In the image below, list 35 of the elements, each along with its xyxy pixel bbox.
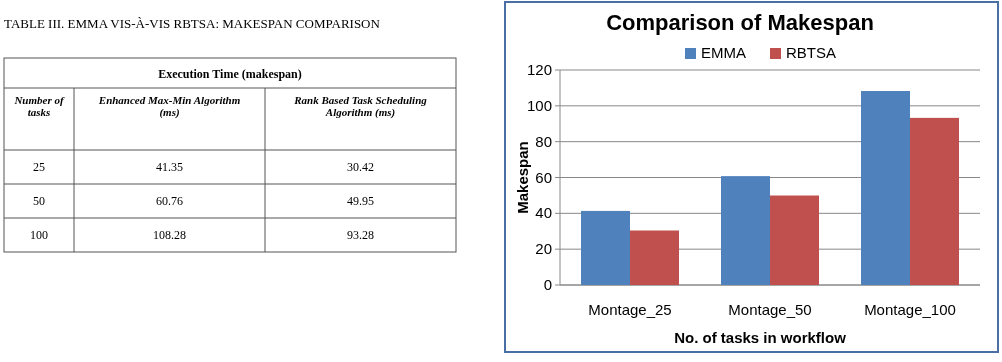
text: Execution Time (makespan) — [158, 67, 302, 81]
text: 49.95 — [347, 194, 374, 208]
text: 100 — [30, 228, 48, 242]
text: 108.28 — [153, 228, 186, 242]
text: 25 — [33, 160, 45, 174]
text: TABLE III. EMMA VIS-À-VIS RBTSA: MAKESPAN COMPARISON — [4, 16, 381, 31]
text: 30.42 — [347, 160, 374, 174]
bar — [861, 91, 910, 285]
chart-title: Comparison of Makespan — [606, 10, 874, 35]
y-tick-label: 100 — [526, 96, 552, 114]
bar — [581, 210, 630, 285]
bar — [910, 117, 959, 285]
bar — [630, 230, 679, 285]
bar — [770, 195, 819, 285]
category-label: Rank Based Task Scheduling Algorithm (ms) — [293, 94, 428, 119]
y-axis-title: Makespan — [514, 141, 531, 214]
category-label: Enhanced Max-Min Algorithm (ms) — [97, 94, 241, 119]
y-tick-label: 20 — [535, 240, 552, 258]
x-axis-title: No. of tasks in workflow — [674, 329, 847, 346]
x-tick-label: Montage_50 — [728, 301, 812, 318]
y-tick-label: 80 — [535, 132, 552, 150]
x-tick-label: Montage_100 — [864, 301, 956, 318]
y-tick-label: 120 — [526, 61, 552, 78]
bar — [721, 176, 770, 285]
y-tick-label: 0 — [543, 276, 552, 293]
y-tick-label: 60 — [535, 168, 552, 186]
text: 50 — [33, 194, 45, 208]
text: 60.76 — [156, 194, 183, 208]
category-label: Number of tasks — [13, 94, 65, 118]
legend-label: EMMA — [701, 44, 746, 61]
text: 93.28 — [347, 228, 374, 242]
text: 41.35 — [156, 160, 183, 174]
y-tick-label: 40 — [535, 204, 552, 222]
legend-label: RBTSA — [786, 44, 837, 61]
x-tick-label: Montage_25 — [588, 301, 672, 318]
